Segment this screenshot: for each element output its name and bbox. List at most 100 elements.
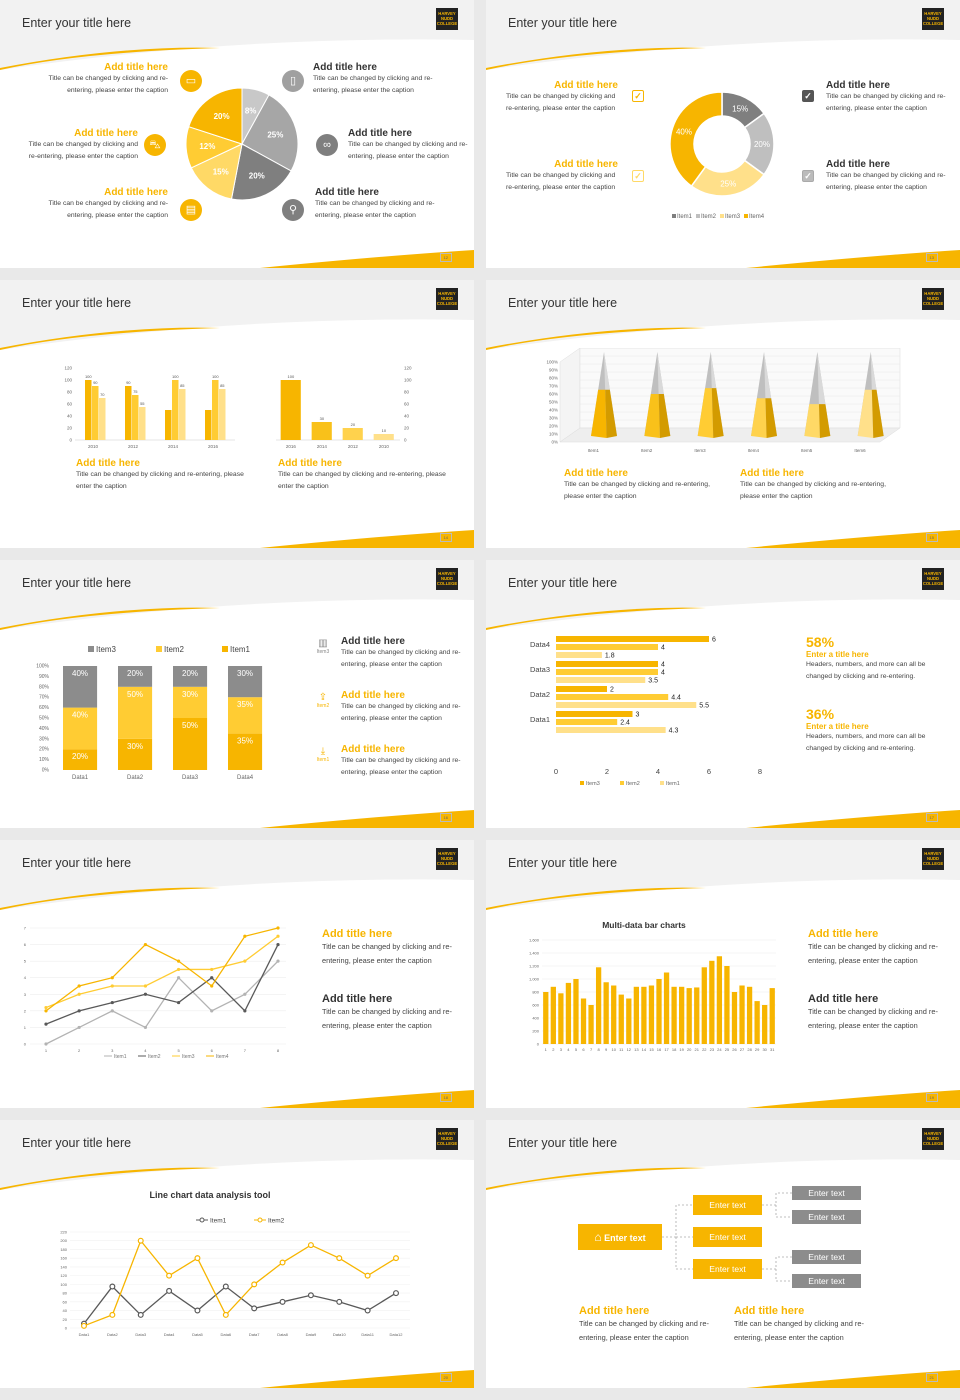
- bar: [588, 1005, 594, 1044]
- tick-label: 19: [679, 1047, 684, 1052]
- data-label: 90: [126, 380, 131, 385]
- slide-21: Enter your title here HARVEY NUDD COLLEGE …: [486, 1120, 960, 1388]
- car-icon: ⛍: [144, 134, 166, 156]
- tree-root-node[interactable]: ⌂ Enter text: [578, 1224, 662, 1250]
- data-label: 100: [85, 374, 92, 379]
- slice-label: 20%: [214, 112, 230, 121]
- tree-mid-node[interactable]: Enter text: [693, 1195, 762, 1215]
- data-label: 10: [382, 428, 387, 433]
- data-point: [243, 992, 247, 996]
- tree-leaf-node[interactable]: Enter text: [792, 1274, 861, 1288]
- bar: [311, 422, 332, 440]
- data-point: [137, 1311, 144, 1318]
- item-title: Add title here: [74, 128, 138, 139]
- slide-title: Enter your title here: [22, 856, 132, 870]
- bar: [219, 389, 226, 440]
- tick-label: 9: [605, 1047, 608, 1052]
- slice-label: 8%: [245, 106, 257, 115]
- tick-label: Data4: [530, 640, 550, 649]
- tick-label: 20: [687, 1047, 692, 1052]
- tick-label: 90%: [39, 674, 50, 680]
- tree-leaf-node[interactable]: Enter text: [792, 1250, 861, 1264]
- tick-label: 7: [244, 1048, 247, 1053]
- bar: [739, 985, 745, 1044]
- header-swoosh: [486, 280, 960, 350]
- data-point: [336, 1255, 343, 1262]
- stat-caption: Headers, numbers, and more can all be ch…: [806, 661, 926, 680]
- slice-label: 20%: [249, 171, 265, 180]
- chart-title: Multi-data bar charts: [602, 920, 686, 930]
- tick-label: 60: [404, 402, 410, 407]
- data-point: [364, 1272, 371, 1279]
- item-caption: Title can be changed by clicking and re-…: [313, 75, 433, 94]
- data-label: 30%: [237, 669, 253, 678]
- tick-label: 8: [758, 767, 762, 776]
- stack-segment: [228, 697, 263, 734]
- tick-label: 0: [554, 767, 558, 776]
- legend-swatch: [660, 781, 664, 785]
- tick-label: 80: [63, 1291, 68, 1296]
- tick-label: Item5: [801, 448, 813, 453]
- item-caption: Title can be changed by clicking and re-…: [826, 172, 946, 191]
- donut-legend: Item1 Item2 Item3 Item4: [672, 214, 768, 220]
- tick-label: Item4: [748, 448, 760, 453]
- tick-label: 100%: [36, 664, 49, 670]
- page-number: 13: [925, 253, 938, 262]
- tree-leaf-node[interactable]: Enter text: [792, 1186, 861, 1200]
- tick-label: 15: [649, 1047, 654, 1052]
- checkbox-checked[interactable]: ✓: [802, 170, 814, 182]
- page-number: 14: [439, 533, 452, 542]
- series-line: [45, 927, 279, 1012]
- tree-leaf-node[interactable]: Enter text: [792, 1210, 861, 1224]
- tick-label: 8: [277, 1048, 280, 1053]
- tick-label: 60%: [549, 392, 558, 397]
- upload-icon: ⇪: [318, 692, 328, 703]
- tick-label: 7: [24, 926, 27, 931]
- tick-label: 30%: [39, 736, 50, 742]
- tick-label: 10%: [39, 757, 50, 763]
- tick-label: 2012: [128, 444, 139, 449]
- legend-entry: Item2: [268, 1218, 285, 1225]
- legend-entry: Item3: [182, 1054, 195, 1060]
- stat-value: 58%: [806, 634, 835, 650]
- tick-label: 2014: [168, 444, 179, 449]
- bar: [543, 992, 549, 1044]
- tick-label: 6: [582, 1047, 585, 1052]
- tick-label: 6: [211, 1048, 214, 1053]
- data-point: [210, 967, 214, 972]
- tree-mid-node[interactable]: Enter text: [693, 1227, 762, 1247]
- tick-label: Item6: [854, 448, 866, 453]
- stacked-bar-chart: 0% 10% 20% 30% 40% 50% 60% 70% 80% 90% 100% Item3 It…: [36, 645, 263, 781]
- item-label: Item3: [316, 649, 330, 655]
- tick-label: 80: [67, 390, 73, 395]
- monitor-icon: ▭: [180, 70, 202, 92]
- tick-label: 28: [747, 1047, 752, 1052]
- stack-segment: [63, 666, 98, 708]
- data-point: [176, 976, 181, 980]
- tick-label: 20%: [39, 747, 50, 753]
- tick-label: 80: [404, 390, 410, 395]
- item-label: Item1: [316, 757, 330, 763]
- donut-slice: [669, 91, 723, 188]
- checkbox-checked[interactable]: ✓: [632, 90, 644, 102]
- slide-16: Enter your title here HARVEY NUDD COLLEGE …: [0, 560, 474, 828]
- tick-label: 0: [404, 438, 407, 443]
- footer-swoosh: [746, 810, 960, 828]
- bar: [746, 986, 753, 1044]
- phone-icon: ▯: [282, 70, 304, 92]
- series-line: [83, 1285, 397, 1325]
- tick-label: 31: [770, 1047, 775, 1052]
- tick-label: 70%: [39, 695, 50, 701]
- tree-mid-node[interactable]: Enter text: [693, 1259, 762, 1279]
- data-point: [143, 992, 148, 996]
- tick-label: Data4: [164, 1332, 175, 1337]
- checkbox-checked[interactable]: ✓: [632, 170, 644, 182]
- footer-swoosh: [746, 1370, 960, 1388]
- item-title: Add title here: [322, 928, 393, 940]
- tick-label: 220: [60, 1230, 67, 1235]
- tick-label: 70%: [549, 384, 558, 389]
- pie-slice: [241, 94, 299, 172]
- pie-slice: [230, 143, 292, 201]
- caption-text: Title can be changed by clicking and re-…: [740, 481, 886, 500]
- checkbox-checked[interactable]: ✓: [802, 90, 814, 102]
